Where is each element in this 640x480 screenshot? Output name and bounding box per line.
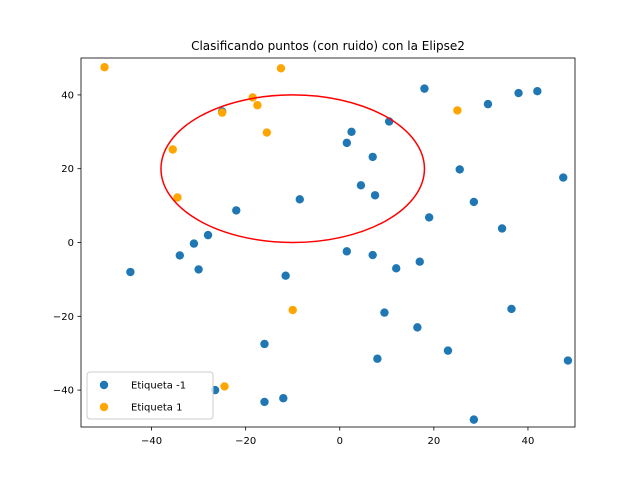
y-tick-label: 20 bbox=[61, 164, 74, 175]
point-series1-21 bbox=[373, 354, 382, 363]
point-series1-16 bbox=[347, 127, 356, 136]
point-series2-2 bbox=[168, 145, 177, 154]
chart-title: Clasificando puntos (con ruido) con la E… bbox=[191, 39, 465, 53]
point-series1-14 bbox=[342, 247, 352, 256]
point-series1-39 bbox=[563, 356, 573, 365]
point-series1-37 bbox=[533, 87, 542, 96]
point-series2-5 bbox=[220, 382, 229, 391]
point-series1-34 bbox=[497, 224, 507, 233]
legend-marker-2 bbox=[99, 402, 109, 412]
x-tick-label: 20 bbox=[427, 436, 440, 447]
point-series1-2 bbox=[175, 251, 184, 260]
point-series1-20 bbox=[370, 191, 380, 200]
y-tick-label: −20 bbox=[53, 312, 74, 323]
point-series2-7 bbox=[253, 101, 262, 110]
axes: −40 −20 0 20 40 −40 −20 0 20 40 bbox=[53, 57, 576, 447]
point-series2-6 bbox=[248, 93, 257, 102]
point-series1-29 bbox=[443, 346, 453, 355]
point-series2-1 bbox=[100, 63, 109, 72]
point-series1-10 bbox=[260, 397, 269, 407]
point-series2-4 bbox=[217, 108, 227, 117]
point-series1-17 bbox=[356, 181, 366, 190]
point-series1-24 bbox=[392, 264, 401, 273]
x-tick-label: −40 bbox=[141, 436, 162, 447]
point-series1-28 bbox=[424, 213, 434, 222]
point-series2-3 bbox=[173, 193, 182, 202]
point-series1-27 bbox=[420, 84, 429, 93]
point-series1-9 bbox=[260, 339, 269, 349]
x-tick-label: −20 bbox=[235, 436, 256, 447]
point-series2-9 bbox=[276, 64, 286, 73]
legend-label-1: Etiqueta -1 bbox=[131, 381, 186, 392]
point-series1-38 bbox=[559, 173, 568, 182]
legend-box bbox=[86, 371, 214, 420]
legend-marker-1 bbox=[99, 380, 109, 390]
legend-label-2: Etiqueta 1 bbox=[131, 403, 182, 414]
point-series1-8 bbox=[232, 206, 241, 215]
legend: Etiqueta -1 Etiqueta 1 bbox=[86, 371, 214, 420]
point-series1-3 bbox=[189, 239, 199, 248]
point-series2-10 bbox=[288, 305, 297, 315]
point-series1-36 bbox=[514, 88, 523, 98]
point-series1-22 bbox=[380, 308, 389, 317]
point-series2-11 bbox=[453, 106, 462, 115]
point-series1-19 bbox=[368, 152, 377, 162]
point-series1-35 bbox=[507, 304, 516, 314]
point-series1-30 bbox=[455, 165, 464, 174]
y-tick-label: 40 bbox=[61, 90, 74, 101]
point-series1-11 bbox=[279, 394, 288, 403]
point-series1-13 bbox=[295, 195, 304, 204]
point-series1-18 bbox=[368, 250, 377, 260]
point-series1-12 bbox=[281, 271, 290, 280]
y-tick-label: 0 bbox=[68, 238, 74, 249]
point-series1-4 bbox=[194, 265, 203, 274]
ellipse-boundary bbox=[160, 94, 426, 244]
point-series1-1 bbox=[126, 267, 135, 277]
point-series1-5 bbox=[203, 230, 213, 240]
point-series1-33 bbox=[483, 99, 493, 109]
point-series2-8 bbox=[262, 128, 272, 137]
y-tick-label: −40 bbox=[53, 386, 74, 397]
point-series1-25 bbox=[413, 323, 422, 332]
point-series1-32 bbox=[469, 197, 479, 207]
point-series1-31 bbox=[469, 415, 479, 424]
point-series1-15 bbox=[342, 138, 352, 148]
x-tick-label: 40 bbox=[522, 436, 535, 447]
point-series1-26 bbox=[415, 257, 424, 266]
x-tick-label: 0 bbox=[337, 436, 343, 447]
